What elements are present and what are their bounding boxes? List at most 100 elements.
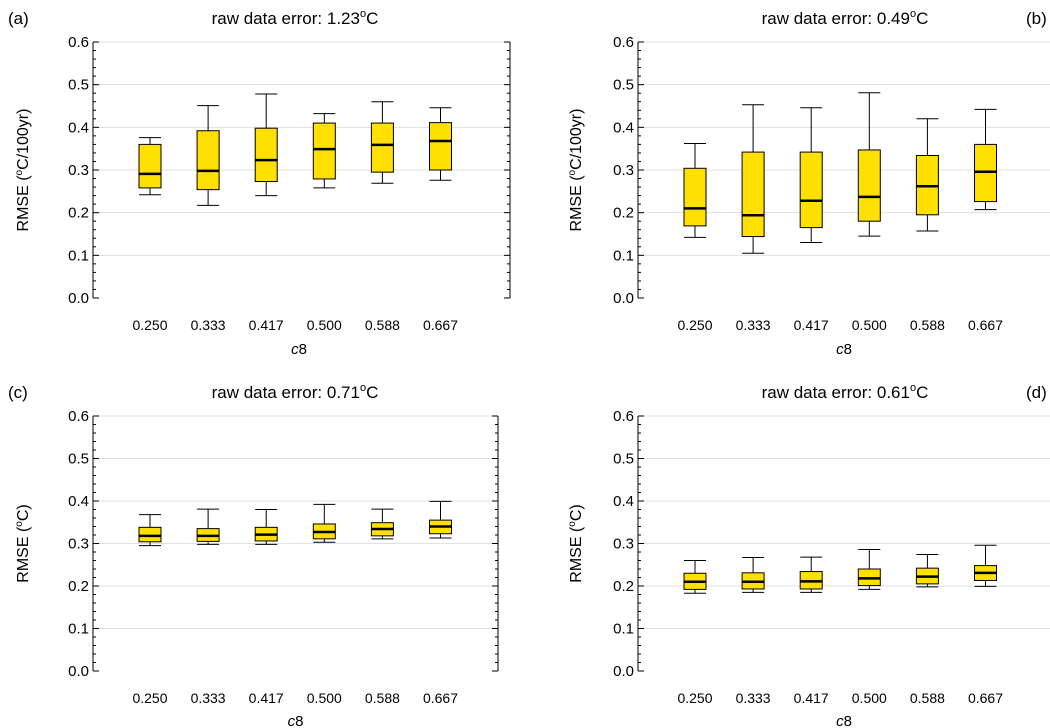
box-body	[974, 143, 997, 203]
x-tick-label: 0.250	[132, 690, 167, 706]
x-tick-label: 0.588	[910, 690, 945, 706]
chart-title: raw data error: 0.61oC	[762, 382, 929, 402]
y-tick-label: 0.4	[613, 493, 634, 510]
box-0.667	[429, 500, 452, 539]
x-tick-label: 0.417	[794, 317, 829, 333]
y-tick-label: 0.0	[68, 663, 89, 680]
y-tick-label: 0.1	[68, 621, 89, 638]
panel-label: (b)	[1026, 9, 1047, 28]
x-tick-label: 0.333	[736, 317, 771, 333]
box-0.250	[683, 143, 707, 238]
box-0.333	[196, 508, 220, 545]
y-axis-label: RMSE (oC/100yr)	[14, 109, 32, 232]
box-0.588	[370, 508, 394, 540]
y-tick-label: 0.2	[613, 578, 634, 595]
box-body	[312, 122, 336, 180]
y-axis-label: RMSE (oC)	[14, 504, 32, 582]
chart-panel-d: 0.0 0.1 0.2 0.3 0.4 0.5 0.6 0.250 0.333 0.417 0.50…	[567, 382, 1050, 728]
box-body	[370, 122, 394, 173]
box-0.250	[138, 514, 162, 547]
y-tick-label: 0.4	[68, 119, 89, 136]
y-tick-label: 0.4	[613, 119, 634, 136]
box-0.417	[799, 107, 823, 244]
y-tick-label: 0.3	[68, 162, 89, 179]
chart-title: raw data error: 1.23oC	[212, 8, 379, 28]
box-body	[138, 143, 162, 189]
x-tick-label: 0.667	[423, 690, 458, 706]
x-tick-label: 0.500	[852, 317, 887, 333]
y-tick-label: 0.4	[68, 493, 89, 510]
x-tick-label: 0.667	[968, 317, 1003, 333]
box-body	[741, 151, 765, 238]
y-tick-label: 0.3	[68, 536, 89, 553]
x-tick-label: 0.588	[365, 690, 400, 706]
x-tick-label: 0.417	[249, 690, 284, 706]
box-0.588	[915, 118, 939, 232]
chart-panel-b: 0.0 0.1 0.2 0.3 0.4 0.5 0.6 0.250 0.333 0.417 0.50…	[567, 8, 1050, 358]
y-tick-label: 0.3	[613, 162, 634, 179]
box-0.333	[741, 104, 765, 254]
box-body	[429, 122, 452, 171]
panel-label: (a)	[8, 9, 29, 28]
y-axis-label: RMSE (oC/100yr)	[567, 109, 585, 232]
x-tick-label: 0.417	[249, 317, 284, 333]
box-0.250	[683, 560, 707, 594]
x-axis-label: c8	[836, 713, 852, 728]
x-axis-label: c8	[291, 341, 307, 358]
y-tick-label: 0.0	[613, 290, 634, 307]
box-0.500	[857, 548, 881, 590]
x-tick-label: 0.667	[968, 690, 1003, 706]
box-0.500	[857, 92, 881, 237]
x-tick-label: 0.500	[307, 317, 342, 333]
box-0.333	[741, 557, 765, 593]
x-axis-label: c8	[288, 713, 304, 728]
x-tick-label: 0.417	[794, 690, 829, 706]
y-tick-label: 0.2	[613, 205, 634, 222]
box-0.250	[138, 137, 162, 196]
y-tick-label: 0.0	[613, 663, 634, 680]
box-0.667	[974, 108, 997, 211]
box-0.667	[974, 544, 997, 587]
x-tick-label: 0.250	[132, 317, 167, 333]
y-tick-label: 0.6	[613, 34, 634, 51]
y-tick-label: 0.1	[613, 621, 634, 638]
y-tick-label: 0.5	[613, 451, 634, 468]
y-tick-label: 0.6	[613, 408, 634, 425]
y-tick-label: 0.1	[68, 247, 89, 264]
y-tick-label: 0.5	[68, 451, 89, 468]
box-0.500	[312, 113, 336, 189]
x-tick-label: 0.500	[852, 690, 887, 706]
x-tick-label: 0.333	[736, 690, 771, 706]
box-0.417	[254, 93, 278, 197]
box-body	[683, 167, 707, 227]
box-0.588	[915, 554, 939, 588]
box-body	[196, 130, 220, 191]
box-0.333	[196, 105, 220, 206]
x-tick-label: 0.500	[307, 690, 342, 706]
y-tick-label: 0.2	[68, 205, 89, 222]
y-tick-label: 0.3	[613, 536, 634, 553]
y-tick-label: 0.1	[613, 247, 634, 264]
y-tick-label: 0.2	[68, 578, 89, 595]
panel-label: (c)	[8, 383, 28, 402]
box-0.588	[370, 101, 394, 184]
box-0.500	[312, 503, 336, 543]
box-0.667	[429, 107, 452, 181]
box-body	[254, 127, 278, 183]
box-0.417	[799, 556, 823, 593]
x-tick-label: 0.588	[910, 317, 945, 333]
chart-panel-c: 0.0 0.1 0.2 0.3 0.4 0.5 0.6 0.250 0.333 0.417 0.50…	[8, 382, 499, 728]
x-axis-label: c8	[836, 341, 852, 358]
panel-label: (d)	[1026, 383, 1047, 402]
chart-title: raw data error: 0.71oC	[212, 382, 379, 402]
x-tick-label: 0.333	[191, 690, 226, 706]
box-0.417	[254, 509, 278, 545]
x-tick-label: 0.667	[423, 317, 458, 333]
y-tick-label: 0.6	[68, 408, 89, 425]
y-tick-label: 0.5	[68, 77, 89, 94]
x-tick-label: 0.333	[191, 317, 226, 333]
x-tick-label: 0.588	[365, 317, 400, 333]
y-tick-label: 0.5	[613, 77, 634, 94]
chart-title: raw data error: 0.49oC	[762, 8, 929, 28]
